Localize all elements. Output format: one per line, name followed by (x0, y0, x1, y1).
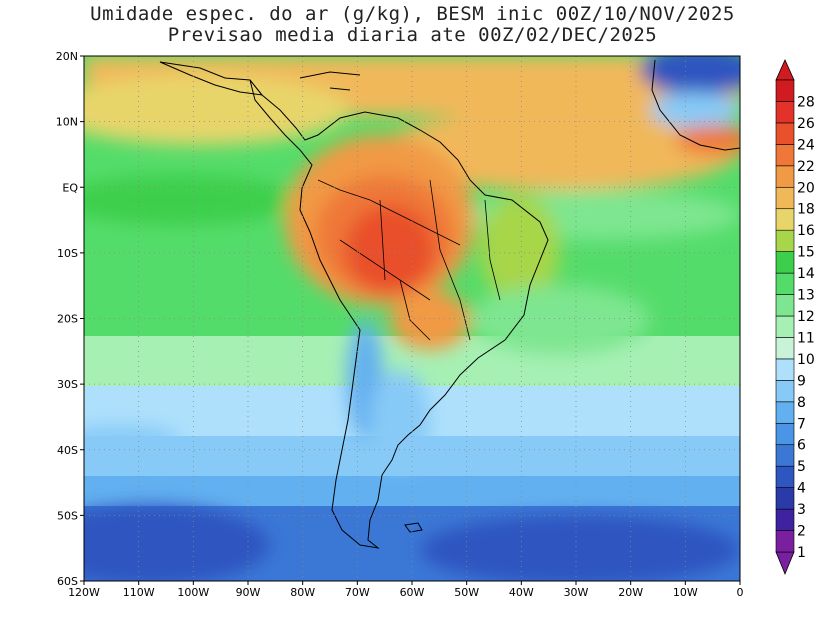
lon-tick-label: 40W (509, 586, 534, 599)
lat-axis: 20N 10N EQ 10S 20S 30S 40S 50S 60S (56, 50, 84, 588)
colorbar-label: 14 (797, 266, 815, 282)
colorbar-swatch (775, 530, 795, 553)
colorbar-label: 4 (797, 481, 806, 497)
colorbar-label: 18 (797, 202, 815, 218)
lon-tick-label: 110W (123, 586, 155, 599)
colorbar-swatch (775, 465, 795, 488)
lat-tick-label: 60S (57, 575, 78, 588)
lon-tick-label: 10W (673, 586, 698, 599)
lon-tick-label: 70W (345, 586, 370, 599)
colorbar-swatch (775, 444, 795, 467)
map-subtitle: Previsao media diaria ate 00Z/02/DEC/202… (167, 24, 658, 46)
colorbar-label: 3 (797, 502, 806, 518)
colorbar-swatch (775, 251, 795, 274)
colorbar-label: 1 (797, 545, 806, 561)
colorbar-swatch (775, 358, 795, 381)
lat-tick-label: 10N (56, 116, 78, 129)
lat-tick-label: 10S (57, 247, 78, 260)
colorbar-label: 16 (797, 223, 815, 239)
colorbar-label: 24 (797, 137, 815, 153)
colorbar-swatch (775, 208, 795, 231)
colorbar-swatch (775, 315, 795, 338)
colorbar-swatch (775, 422, 795, 446)
central-america-coastline (159, 61, 264, 96)
colorbar-swatch (775, 487, 795, 510)
lon-tick-label: 0 (737, 586, 744, 599)
lon-tick-label: 80W (290, 586, 315, 599)
colorbar-label: 12 (797, 309, 815, 325)
lon-tick-label: 100W (177, 586, 209, 599)
lat-tick-label: 30S (57, 378, 78, 391)
colorbar-swatch (775, 165, 795, 188)
colorbar-swatch (775, 380, 795, 403)
colorbar-swatch (775, 101, 795, 124)
colorbar-swatch (775, 229, 795, 252)
colorbar-label: 28 (797, 94, 815, 110)
south-america-coastline (249, 79, 549, 549)
lat-tick-label: 40S (57, 444, 78, 457)
africa-coastline (651, 56, 740, 151)
colorbar-swatch (775, 79, 795, 102)
colorbar-swatch (775, 186, 795, 210)
triangle-down-icon (775, 551, 795, 576)
colorbar-label: 2 (797, 524, 806, 540)
falklands (404, 522, 423, 533)
colorbar-label: 15 (797, 245, 815, 261)
lon-axis: 120W 110W 100W 90W 80W 70W 60W 50W 40W 30W 20W 10W 0 (68, 581, 744, 599)
colorbar-swatch (775, 144, 795, 167)
lat-tick-label: 50S (57, 509, 78, 522)
colorbar-swatch (775, 294, 795, 317)
colorbar-swatch (775, 401, 795, 424)
triangle-up-icon (775, 59, 795, 81)
colorbar-label: 10 (797, 352, 815, 368)
lon-tick-label: 60W (400, 586, 425, 599)
colorbar-label: 26 (797, 116, 815, 132)
colorbar-label: 5 (797, 459, 806, 475)
colorbar-swatch (775, 122, 795, 145)
coastlines (159, 56, 740, 549)
colorbar-label: 13 (797, 288, 815, 304)
lat-tick-label: EQ (62, 181, 78, 194)
national-borders (317, 179, 501, 341)
lon-tick-label: 30W (564, 586, 589, 599)
colorbar-label: 7 (797, 416, 806, 432)
lon-tick-label: 50W (454, 586, 479, 599)
colorbar-swatch (775, 508, 795, 531)
colorbar-label: 20 (797, 180, 815, 196)
colorbar-swatch (775, 272, 795, 295)
lat-tick-label: 20S (57, 313, 78, 326)
lat-tick-label: 20N (56, 50, 78, 63)
humidity-field (84, 56, 740, 581)
colorbar-label: 8 (797, 395, 806, 411)
colorbar-label: 11 (797, 330, 815, 346)
colorbar-swatch (775, 337, 795, 360)
map-title: Umidade espec. do ar (g/kg), BESM inic 0… (90, 3, 735, 25)
lon-tick-label: 120W (68, 586, 100, 599)
colorbar-label: 22 (797, 159, 815, 175)
colorbar-label: 6 (797, 438, 806, 454)
colorbar-label: 9 (797, 373, 806, 389)
lon-tick-label: 20W (618, 586, 643, 599)
caribbean-islands (299, 71, 361, 91)
lon-tick-label: 90W (236, 586, 261, 599)
